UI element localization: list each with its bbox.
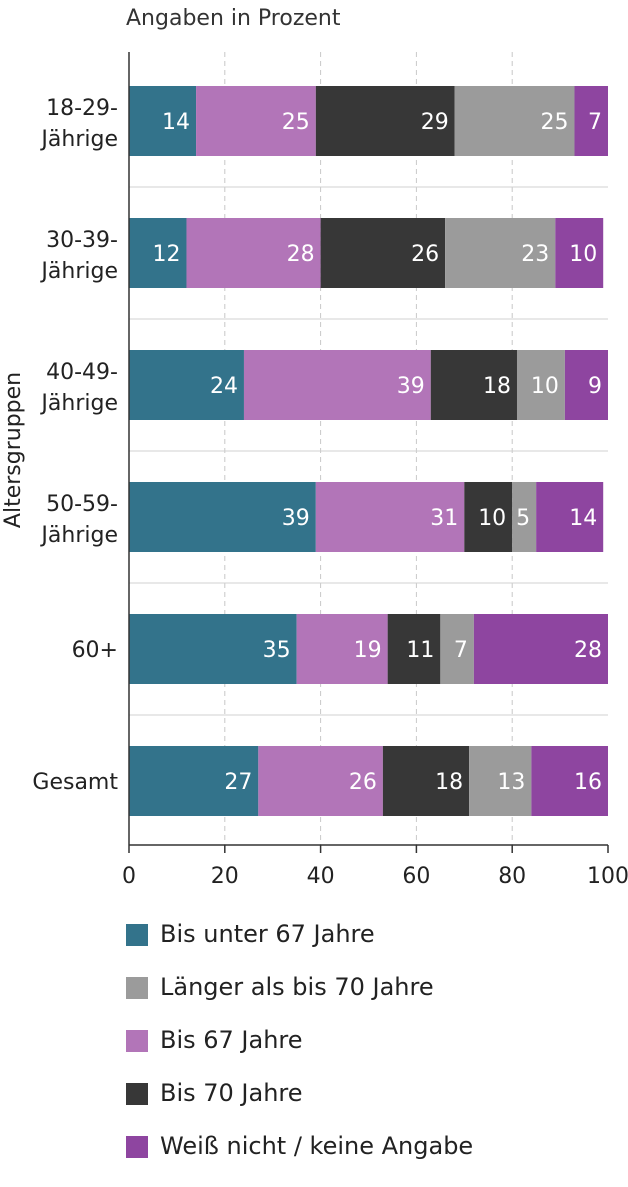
bar-value-label: 7 [454,638,468,663]
bar-segment [512,482,537,552]
bar-segment [129,614,297,684]
bar-value-label: 24 [210,374,238,399]
category-label: Jährige [39,391,118,416]
legend-label: Bis unter 67 Jahre [160,920,375,948]
legend-swatch [126,924,148,946]
bar-segment [129,746,259,816]
bar-value-label: 10 [478,506,506,531]
y-axis-title: Altersgruppen [1,372,26,528]
legend-label: Länger als bis 70 Jahre [160,973,434,1001]
bar-value-label: 26 [411,242,439,267]
bar-value-label: 23 [521,242,549,267]
bar-segment [129,218,187,288]
bar-segment [469,746,532,816]
bar-value-label: 35 [263,638,291,663]
bar-value-label: 39 [397,374,425,399]
bar-value-label: 14 [162,110,190,135]
bar-segment [574,86,608,156]
bar-segment [387,614,441,684]
bar-value-label: 27 [224,770,252,795]
bar-segment [440,614,474,684]
bar-value-label: 10 [531,374,559,399]
bar-value-label: 11 [406,638,434,663]
legend-label: Bis 67 Jahre [160,1026,303,1054]
bar-segment [196,86,316,156]
bar-segment [382,746,470,816]
bar-value-label: 28 [574,638,602,663]
bar-value-label: 16 [574,770,602,795]
bar-value-label: 18 [435,770,463,795]
legend-swatch [126,1030,148,1052]
bar-segment [315,482,465,552]
bar-value-label: 25 [540,110,568,135]
x-tick-label: 40 [307,864,335,889]
bar-segment [531,746,608,816]
bar-segment [186,218,321,288]
bar-value-label: 28 [287,242,315,267]
x-tick-label: 20 [211,864,239,889]
bar-segment [516,350,565,420]
bar-value-label: 39 [282,506,310,531]
category-label: 30-39- [46,228,118,253]
bar-segment [296,614,388,684]
category-label: Jährige [39,259,118,284]
bar-segment [454,86,575,156]
bar-value-label: 31 [430,506,458,531]
bar-value-label: 7 [588,110,602,135]
bar-value-label: 18 [483,374,511,399]
x-tick-label: 60 [402,864,430,889]
stacked-bar-chart: 14 25 29 25 7 18-29- Jährige 12 28 26 23 10 30-39- Jä… [1,52,628,889]
chart-subtitle: Angaben in Prozent [126,6,341,31]
bar-segment [315,86,455,156]
bar-segment [129,86,197,156]
bar-segment [445,218,556,288]
bar-segment [564,350,608,420]
legend-swatch [126,1083,148,1105]
bar-value-label: 19 [354,638,382,663]
x-tick-label: 80 [498,864,526,889]
bar-segment [129,350,244,420]
category-label: Gesamt [32,770,118,795]
bar-value-label: 14 [569,506,597,531]
bar-segment [430,350,517,420]
bar-segment [536,482,604,552]
x-tick-label: 0 [122,864,136,889]
bar-segment [464,482,513,552]
bar-value-label: 29 [421,110,449,135]
category-label: 50-59- [46,492,118,517]
bar-value-label: 25 [282,110,310,135]
bar-value-label: 5 [516,506,530,531]
bar-segment [243,350,431,420]
bar-value-label: 10 [569,242,597,267]
bar-value-label: 12 [152,242,180,267]
bar-segment [129,482,316,552]
category-label: 60+ [72,638,118,663]
bar-segment [473,614,608,684]
legend-swatch [126,977,148,999]
bar-value-label: 13 [497,770,525,795]
category-label: 18-29- [46,96,118,121]
bar-segment [258,746,383,816]
category-label: Jährige [39,127,118,152]
legend-label: Weiß nicht / keine Angabe [160,1132,474,1160]
category-label: Jährige [39,523,118,548]
bar-segment [320,218,446,288]
bar-value-label: 9 [588,374,602,399]
bar-segment [555,218,604,288]
bar-value-label: 26 [349,770,377,795]
x-tick-label: 100 [587,864,628,889]
category-label: 40-49- [46,360,118,385]
legend-label: Bis 70 Jahre [160,1079,303,1107]
legend-swatch [126,1136,148,1158]
